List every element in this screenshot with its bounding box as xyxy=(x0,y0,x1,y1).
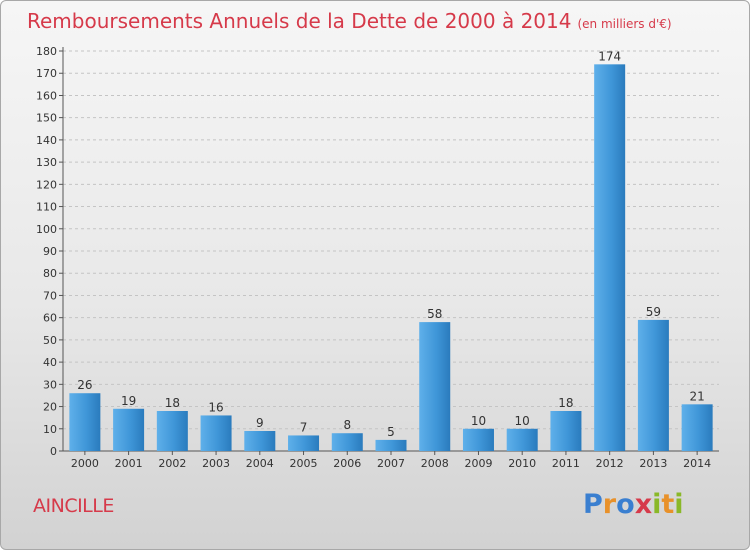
bar-value-label: 18 xyxy=(165,396,180,410)
bar-chart: 0 10 20 30 40 50 60 70 80 90 100 110 120 130 140 150 160… xyxy=(36,45,719,470)
bar-value-label: 7 xyxy=(300,420,308,434)
y-tick-label: 140 xyxy=(36,134,57,147)
x-tick-label: 2003 xyxy=(202,457,230,470)
y-tick-label: 100 xyxy=(36,223,57,236)
bar xyxy=(200,415,232,451)
bar xyxy=(331,433,363,451)
bar-value-label: 16 xyxy=(208,400,223,414)
x-tick-label: 2010 xyxy=(508,457,536,470)
y-tick-label: 150 xyxy=(36,112,57,125)
x-tick-label: 2001 xyxy=(115,457,143,470)
bar xyxy=(506,428,538,451)
bar xyxy=(681,404,713,451)
y-tick-label: 20 xyxy=(43,401,57,414)
x-tick-label: 2007 xyxy=(377,457,405,470)
bar xyxy=(594,64,626,452)
bar xyxy=(69,393,101,451)
y-tick-label: 170 xyxy=(36,67,57,80)
y-tick-label: 180 xyxy=(36,45,57,58)
y-tick-label: 110 xyxy=(36,201,57,214)
bar-value-label: 8 xyxy=(343,418,351,432)
x-tick-label: 2002 xyxy=(158,457,186,470)
x-tick-label: 2000 xyxy=(71,457,99,470)
x-tick-label: 2013 xyxy=(639,457,667,470)
bar-value-label: 19 xyxy=(121,394,136,408)
bar-value-label: 58 xyxy=(427,307,442,321)
bar-value-label: 10 xyxy=(515,414,530,428)
labels: 0 10 20 30 40 50 60 70 80 90 100 110 120 130 140 150 160… xyxy=(36,45,711,470)
bar-value-label: 21 xyxy=(689,389,704,403)
y-tick-label: 160 xyxy=(36,89,57,102)
y-tick-label: 0 xyxy=(50,445,57,458)
bar-value-label: 10 xyxy=(471,414,486,428)
x-tick-label: 2014 xyxy=(683,457,711,470)
bar xyxy=(637,319,669,451)
bar xyxy=(113,408,145,451)
logo-letter: P xyxy=(583,489,603,520)
proxiti-logo[interactable]: Proxiti xyxy=(583,489,684,520)
y-tick-label: 30 xyxy=(43,378,57,391)
y-tick-label: 130 xyxy=(36,156,57,169)
chart-title: Remboursements Annuels de la Dette de 20… xyxy=(27,9,672,33)
y-tick-label: 70 xyxy=(43,289,57,302)
logo-letter: t xyxy=(661,489,675,520)
y-tick-label: 40 xyxy=(43,356,57,369)
logo-letter: i xyxy=(674,489,684,520)
logo-letter: i xyxy=(652,489,662,520)
y-tick-label: 10 xyxy=(43,423,57,436)
x-tick-label: 2012 xyxy=(596,457,624,470)
bar xyxy=(375,439,407,451)
bar-value-label: 18 xyxy=(558,396,573,410)
logo-letter: r xyxy=(602,489,617,520)
chart-title-text: Remboursements Annuels de la Dette de 20… xyxy=(27,9,572,33)
y-tick-label: 60 xyxy=(43,312,57,325)
x-tick-label: 2006 xyxy=(333,457,361,470)
logo-letter: x xyxy=(634,489,653,520)
bar xyxy=(156,411,188,451)
x-tick-label: 2009 xyxy=(464,457,492,470)
bar-value-label: 5 xyxy=(387,425,395,439)
y-tick-label: 90 xyxy=(43,245,57,258)
town-name: AINCILLE xyxy=(33,495,114,517)
bar-value-label: 174 xyxy=(598,49,621,63)
y-tick-label: 80 xyxy=(43,267,57,280)
bar xyxy=(419,322,451,451)
x-tick-label: 2008 xyxy=(421,457,449,470)
y-tick-label: 50 xyxy=(43,334,57,347)
bar xyxy=(244,431,276,451)
x-tick-label: 2005 xyxy=(290,457,318,470)
bar xyxy=(462,428,494,451)
bar-value-label: 59 xyxy=(646,305,661,319)
bar-value-label: 9 xyxy=(256,416,264,430)
x-tick-label: 2011 xyxy=(552,457,580,470)
logo-letter: o xyxy=(616,489,635,520)
x-tick-label: 2004 xyxy=(246,457,274,470)
chart-subtitle: (en milliers d'€) xyxy=(577,17,672,31)
y-tick-label: 120 xyxy=(36,178,57,191)
bar-value-label: 26 xyxy=(77,378,92,392)
bars xyxy=(69,64,713,452)
bar xyxy=(550,411,582,451)
bar xyxy=(288,435,320,451)
